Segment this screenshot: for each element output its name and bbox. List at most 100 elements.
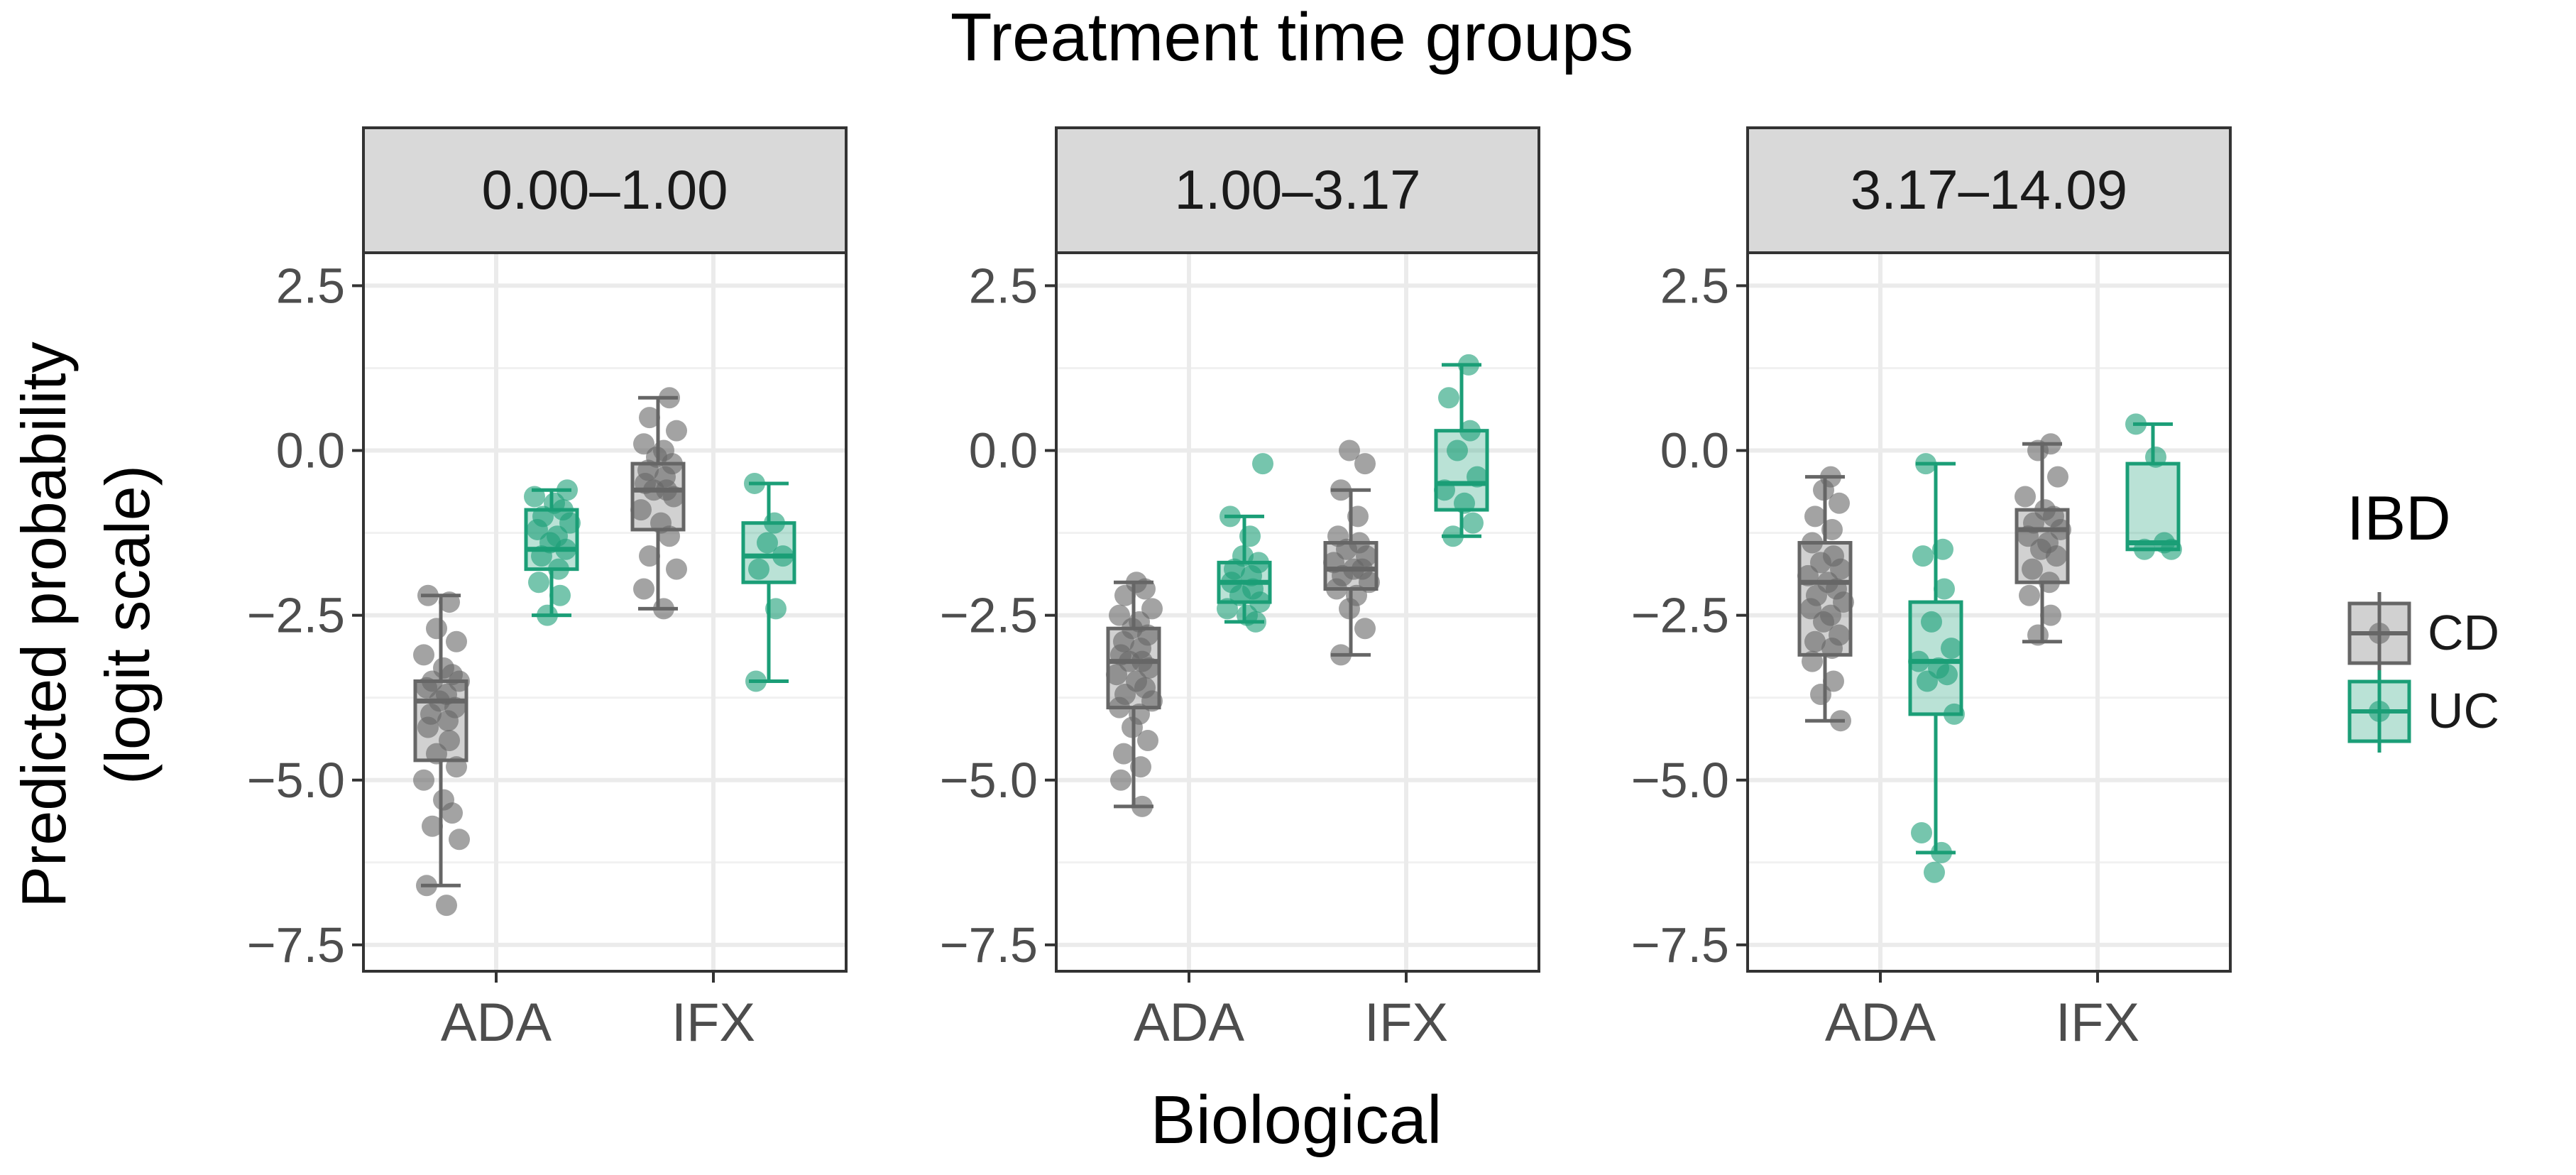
legend-keys <box>2347 592 2411 753</box>
data-point <box>1252 453 1273 475</box>
data-point <box>1462 512 1484 534</box>
box-ada-uc <box>1217 453 1273 633</box>
data-point <box>413 769 434 791</box>
x-tick-label: ADA <box>1134 993 1245 1053</box>
panel-border <box>362 251 848 973</box>
data-point <box>1139 657 1160 679</box>
panel-border <box>1746 251 2232 973</box>
data-point <box>1810 552 1831 574</box>
data-point <box>2050 518 2071 540</box>
data-point <box>436 895 457 917</box>
box-ifx-uc <box>2125 413 2182 560</box>
data-point <box>2145 446 2166 468</box>
data-point <box>1911 822 1932 844</box>
data-point <box>1467 466 1488 488</box>
data-point <box>639 407 660 429</box>
data-point <box>1810 684 1831 706</box>
data-point <box>449 670 470 692</box>
data-point <box>2015 486 2036 508</box>
facet-panel-1: 0.00–1.00 2.5 0.0 −2.5 −5.0 −7.5 ADA IFX <box>247 126 848 1053</box>
box-ada-cd <box>413 584 470 917</box>
data-point <box>1245 611 1266 633</box>
facet-panel-2: 1.00–3.17 2.5 0.0 −2.5 −5.0 −7.5 ADA IFX <box>940 126 1540 1053</box>
data-point <box>439 730 460 752</box>
data-point <box>666 558 687 580</box>
box-ifx-cd <box>2015 433 2071 646</box>
data-point <box>1113 743 1134 765</box>
data-point <box>1830 558 1851 580</box>
data-point <box>548 558 569 580</box>
data-point <box>537 604 558 626</box>
data-point <box>1326 578 1347 600</box>
data-point <box>639 545 660 567</box>
data-point <box>1908 650 1929 672</box>
y-tick-label: −5.0 <box>1631 753 1729 808</box>
data-point <box>413 644 434 666</box>
x-tick-label: ADA <box>441 993 552 1053</box>
data-point <box>1458 354 1479 376</box>
data-point <box>1915 453 1936 475</box>
y-tick-label: −7.5 <box>940 917 1038 973</box>
data-point <box>2134 538 2155 560</box>
data-point <box>1354 453 1376 475</box>
data-point <box>2017 525 2039 547</box>
data-point <box>1339 598 1360 620</box>
facet-strip-label: 3.17–14.09 <box>1851 158 2127 221</box>
data-point <box>1130 756 1151 778</box>
box-ada-cd <box>1797 466 1854 732</box>
data-point <box>527 518 548 540</box>
data-point <box>1131 795 1153 817</box>
facet-strip <box>1055 126 1540 254</box>
data-point <box>653 598 674 620</box>
data-point <box>1459 420 1481 442</box>
data-point <box>1802 650 1823 672</box>
box-ada-uc <box>524 479 581 626</box>
legend-key-point <box>2369 701 2390 722</box>
x-tick-label: IFX <box>1364 993 1448 1053</box>
data-point <box>666 420 687 442</box>
data-point <box>1330 479 1352 501</box>
data-point <box>559 512 581 534</box>
data-point <box>1141 690 1163 712</box>
data-point <box>1829 492 1850 514</box>
data-point <box>2047 466 2068 488</box>
data-point <box>1936 664 1958 686</box>
x-tick-label: IFX <box>2056 993 2139 1053</box>
legend-key-point <box>2369 623 2390 644</box>
data-point <box>1249 591 1271 613</box>
data-point <box>1813 611 1834 633</box>
facet-panel-3: 3.17–14.09 2.5 0.0 −2.5 −5.0 −7.5 ADA IFX <box>1631 126 2232 1053</box>
data-point <box>1109 604 1130 626</box>
data-point <box>2161 538 2182 560</box>
data-point <box>417 716 439 738</box>
facet-strip-label: 1.00–3.17 <box>1174 158 1420 221</box>
data-point <box>745 670 767 692</box>
data-point <box>531 545 552 567</box>
y-tick-label: −7.5 <box>247 917 345 973</box>
data-point <box>1141 598 1163 620</box>
data-point <box>1347 505 1369 528</box>
data-point <box>1823 670 1844 692</box>
data-point <box>1336 538 1357 560</box>
data-point <box>757 532 778 554</box>
box-ifx-uc <box>741 472 796 692</box>
x-axis-label: Biological <box>1151 1082 1442 1158</box>
y-tick-label: −2.5 <box>247 588 345 643</box>
y-axis-label-line2: (logit scale) <box>92 465 163 785</box>
legend-key-uc <box>2347 670 2411 753</box>
data-point <box>1800 598 1821 620</box>
data-point <box>1434 479 1455 501</box>
data-point <box>1833 591 1854 613</box>
y-tick-label: 0.0 <box>276 423 345 479</box>
data-point <box>1921 611 1942 633</box>
data-point <box>422 815 443 837</box>
data-point <box>633 433 654 455</box>
data-point <box>1804 505 1826 528</box>
data-point <box>2027 624 2049 646</box>
data-point <box>663 486 684 508</box>
legend-title: IBD <box>2347 483 2451 553</box>
data-point <box>1119 650 1140 672</box>
data-point <box>442 802 463 824</box>
data-point <box>1122 716 1143 738</box>
